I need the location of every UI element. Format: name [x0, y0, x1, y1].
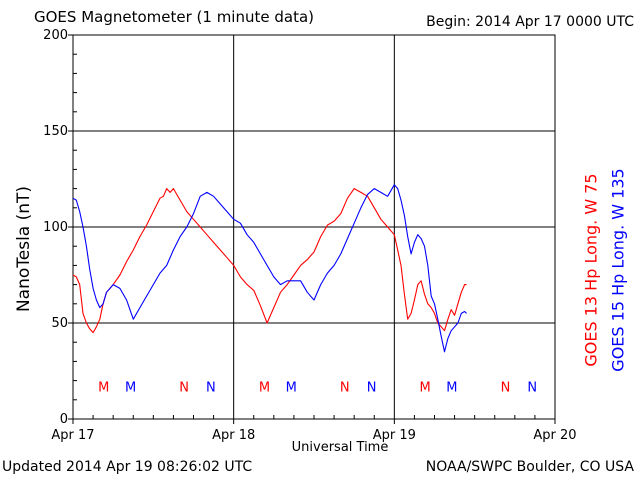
local-time-mark: M — [98, 380, 109, 395]
local-time-mark: M — [259, 380, 270, 395]
local-time-mark: M — [286, 380, 297, 395]
local-time-mark: N — [206, 380, 216, 395]
local-time-mark: N — [527, 380, 537, 395]
y-tick-label: 0 — [60, 412, 68, 427]
local-time-mark: M — [125, 380, 136, 395]
y-tick-label: 100 — [43, 220, 68, 235]
local-time-mark: M — [420, 380, 431, 395]
updated-timestamp: Updated 2014 Apr 19 08:26:02 UTC — [2, 459, 253, 475]
local-time-mark: N — [340, 380, 350, 395]
series-line-goes15 — [72, 184, 467, 353]
y-tick-label: 150 — [43, 124, 68, 139]
y-tick-label: 200 — [43, 28, 68, 43]
x-tick-label: Apr 18 — [212, 428, 255, 443]
chart-title: GOES Magnetometer (1 minute data) — [34, 8, 315, 26]
x-tick-label: Apr 17 — [51, 428, 94, 443]
y-tick-label: 50 — [51, 316, 68, 331]
legend-goes13: GOES 13 Hp Long. W 75 — [581, 173, 601, 367]
begin-time: Begin: 2014 Apr 17 0000 UTC — [426, 14, 634, 30]
x-tick-label: Apr 20 — [533, 428, 576, 443]
credit-text: NOAA/SWPC Boulder, CO USA — [425, 459, 634, 475]
local-time-mark: M — [446, 380, 457, 395]
local-time-mark: N — [501, 380, 511, 395]
local-time-mark: N — [179, 380, 189, 395]
x-tick-label: Apr 19 — [373, 428, 416, 443]
local-time-mark: N — [367, 380, 377, 395]
series-line-goes13 — [72, 188, 467, 334]
x-axis-label: Universal Time — [291, 440, 389, 455]
y-axis-label: NanoTesla (nT) — [14, 185, 34, 313]
legend-goes15: GOES 15 Hp Long. W 135 — [608, 168, 628, 372]
